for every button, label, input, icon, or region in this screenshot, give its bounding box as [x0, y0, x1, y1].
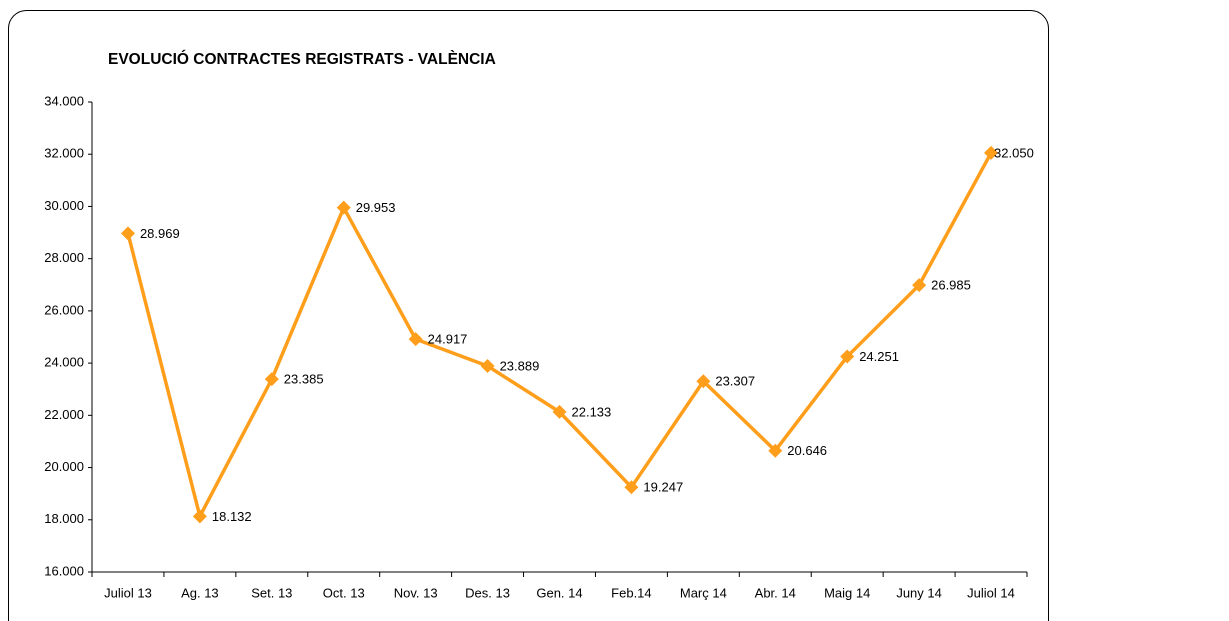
- x-tick-label: Oct. 13: [323, 585, 365, 600]
- x-tick-label: Maig 14: [824, 585, 870, 600]
- marker: [264, 372, 279, 387]
- data-label: 32.050: [994, 145, 1034, 160]
- chart-title: EVOLUCIÓ CONTRACTES REGISTRATS - VALÈNCI…: [108, 50, 496, 68]
- data-label: 23.385: [284, 372, 324, 387]
- marker: [840, 349, 855, 364]
- marker: [480, 359, 495, 374]
- data-label: 24.917: [428, 332, 468, 347]
- y-tick-label: 34.000: [44, 93, 84, 108]
- chart-frame: [8, 10, 1049, 621]
- y-tick-label: 18.000: [44, 511, 84, 526]
- x-tick-label: Des. 13: [465, 585, 510, 600]
- data-label: 19.247: [643, 480, 683, 495]
- data-label: 29.953: [356, 200, 396, 215]
- data-label: 20.646: [787, 443, 827, 458]
- data-label: 18.132: [212, 509, 252, 524]
- x-tick-label: Gen. 14: [536, 585, 582, 600]
- y-tick-label: 24.000: [44, 355, 84, 370]
- x-tick-label: Juny 14: [896, 585, 942, 600]
- marker: [768, 443, 783, 458]
- x-tick-label: Set. 13: [251, 585, 292, 600]
- marker: [336, 200, 351, 215]
- marker: [912, 278, 927, 293]
- x-tick-label: Ag. 13: [181, 585, 219, 600]
- y-tick-label: 16.000: [44, 563, 84, 578]
- data-label: 24.251: [859, 349, 899, 364]
- x-tick-label: Març 14: [680, 585, 727, 600]
- marker: [552, 404, 567, 419]
- y-tick-label: 30.000: [44, 198, 84, 213]
- marker: [624, 480, 639, 495]
- data-label: 23.889: [500, 358, 540, 373]
- x-tick-label: Nov. 13: [394, 585, 438, 600]
- marker: [408, 332, 423, 347]
- x-tick-label: Juliol 14: [967, 585, 1015, 600]
- x-tick-label: Abr. 14: [755, 585, 796, 600]
- data-label: 23.307: [715, 374, 755, 389]
- y-tick-label: 28.000: [44, 250, 84, 265]
- marker: [696, 374, 711, 389]
- y-tick-label: 22.000: [44, 407, 84, 422]
- marker: [120, 226, 135, 241]
- marker: [984, 145, 999, 160]
- data-label: 26.985: [931, 278, 971, 293]
- data-label: 28.969: [140, 226, 180, 241]
- y-tick-label: 20.000: [44, 459, 84, 474]
- y-tick-label: 26.000: [44, 302, 84, 317]
- data-label: 22.133: [572, 404, 612, 419]
- x-tick-label: Juliol 13: [104, 585, 152, 600]
- marker: [192, 509, 207, 524]
- x-tick-label: Feb.14: [611, 585, 651, 600]
- y-tick-label: 32.000: [44, 146, 84, 161]
